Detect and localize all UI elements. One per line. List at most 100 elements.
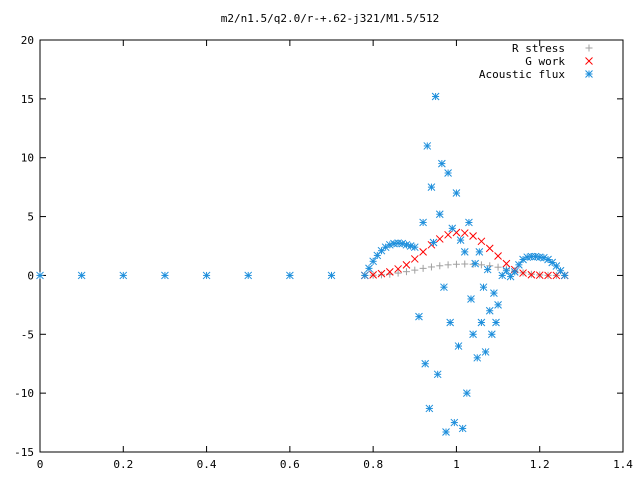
y-tick-label: 10 — [21, 152, 34, 165]
data-point — [119, 271, 128, 280]
data-point — [161, 271, 169, 280]
data-point — [519, 269, 527, 277]
axis-ticks: 0 0.2 0.4 0.6 0.8 1 1.2 1.4 -15 -10 -5 0 5 10 15 20 — [14, 34, 633, 471]
data-point — [415, 312, 423, 321]
data-point — [450, 418, 459, 427]
y-tick-label: 15 — [21, 93, 34, 106]
data-point — [494, 301, 502, 309]
data-point — [410, 255, 419, 263]
data-point — [494, 263, 502, 271]
data-point — [452, 260, 460, 268]
data-point — [286, 271, 294, 280]
data-point — [456, 236, 465, 244]
data-point — [419, 264, 427, 272]
data-point — [431, 92, 440, 101]
data-point — [477, 318, 486, 327]
y-tick-label: 20 — [21, 34, 34, 47]
data-point — [460, 248, 469, 256]
data-point — [481, 348, 490, 356]
data-point — [471, 259, 480, 268]
data-point — [492, 318, 500, 327]
y-tick-label: -10 — [14, 387, 34, 400]
legend-label: G work — [525, 55, 565, 68]
data-point — [438, 159, 446, 168]
data-point — [377, 269, 386, 278]
series-acoustic-flux — [36, 92, 569, 436]
data-point — [461, 260, 469, 268]
data-point — [365, 264, 373, 273]
data-point — [429, 238, 438, 247]
data-point — [469, 330, 477, 339]
plot-frame — [39, 39, 624, 453]
data-point — [425, 404, 434, 413]
data-point — [442, 428, 450, 436]
legend-marker — [585, 57, 593, 65]
data-point — [446, 318, 455, 327]
x-tick-label: 1.4 — [613, 458, 633, 471]
data-point — [467, 295, 475, 303]
data-point — [556, 266, 565, 275]
data-point — [515, 260, 523, 269]
data-point — [369, 270, 377, 279]
data-point — [327, 271, 336, 280]
data-point — [436, 262, 444, 270]
data-point — [419, 248, 427, 256]
data-point — [502, 259, 511, 268]
x-tick-label: 0.8 — [363, 458, 383, 471]
x-tick-label: 0.6 — [280, 458, 300, 471]
data-point — [435, 210, 444, 219]
data-point — [544, 255, 552, 264]
data-point — [483, 265, 492, 274]
legend-label: R stress — [512, 42, 565, 55]
data-point — [479, 283, 488, 292]
data-point — [427, 183, 436, 191]
data-point — [394, 269, 402, 277]
data-point — [458, 424, 467, 433]
x-tick-label: 0.4 — [197, 458, 217, 471]
data-point — [433, 370, 442, 379]
data-point — [465, 218, 473, 227]
data-point — [490, 289, 498, 297]
legend-label: Acoustic flux — [479, 68, 565, 81]
data-point — [411, 266, 419, 274]
data-point — [402, 268, 410, 276]
y-tick-label: -15 — [14, 446, 34, 459]
data-point — [360, 271, 369, 280]
y-tick-label: -5 — [21, 328, 34, 341]
data-marks — [36, 92, 569, 436]
data-point — [444, 230, 452, 239]
data-point — [485, 306, 494, 315]
data-point — [502, 266, 511, 275]
data-point — [469, 232, 477, 240]
data-point — [452, 189, 461, 197]
data-point — [560, 271, 569, 280]
data-point — [202, 271, 211, 280]
data-point — [527, 270, 536, 279]
data-point — [369, 257, 377, 266]
data-point — [477, 261, 485, 269]
data-point — [454, 342, 463, 350]
data-point — [460, 229, 469, 237]
data-point — [487, 330, 496, 339]
data-point — [473, 353, 482, 362]
data-point — [477, 237, 486, 246]
data-point — [427, 263, 435, 271]
data-point — [377, 271, 385, 279]
x-tick-label: 0 — [37, 458, 44, 471]
data-point — [421, 359, 430, 368]
data-point — [448, 224, 457, 233]
data-point — [423, 142, 432, 150]
legend-marker — [585, 70, 593, 78]
y-tick-label: 5 — [27, 211, 34, 224]
x-tick-label: 0.2 — [113, 458, 133, 471]
data-point — [385, 268, 394, 276]
data-point — [475, 248, 484, 256]
y-tick-label: 0 — [27, 269, 34, 282]
data-point — [402, 260, 411, 269]
data-point — [394, 265, 402, 273]
x-tick-label: 1.2 — [530, 458, 550, 471]
data-point — [535, 271, 544, 280]
data-point — [244, 271, 253, 280]
data-point — [494, 252, 502, 260]
